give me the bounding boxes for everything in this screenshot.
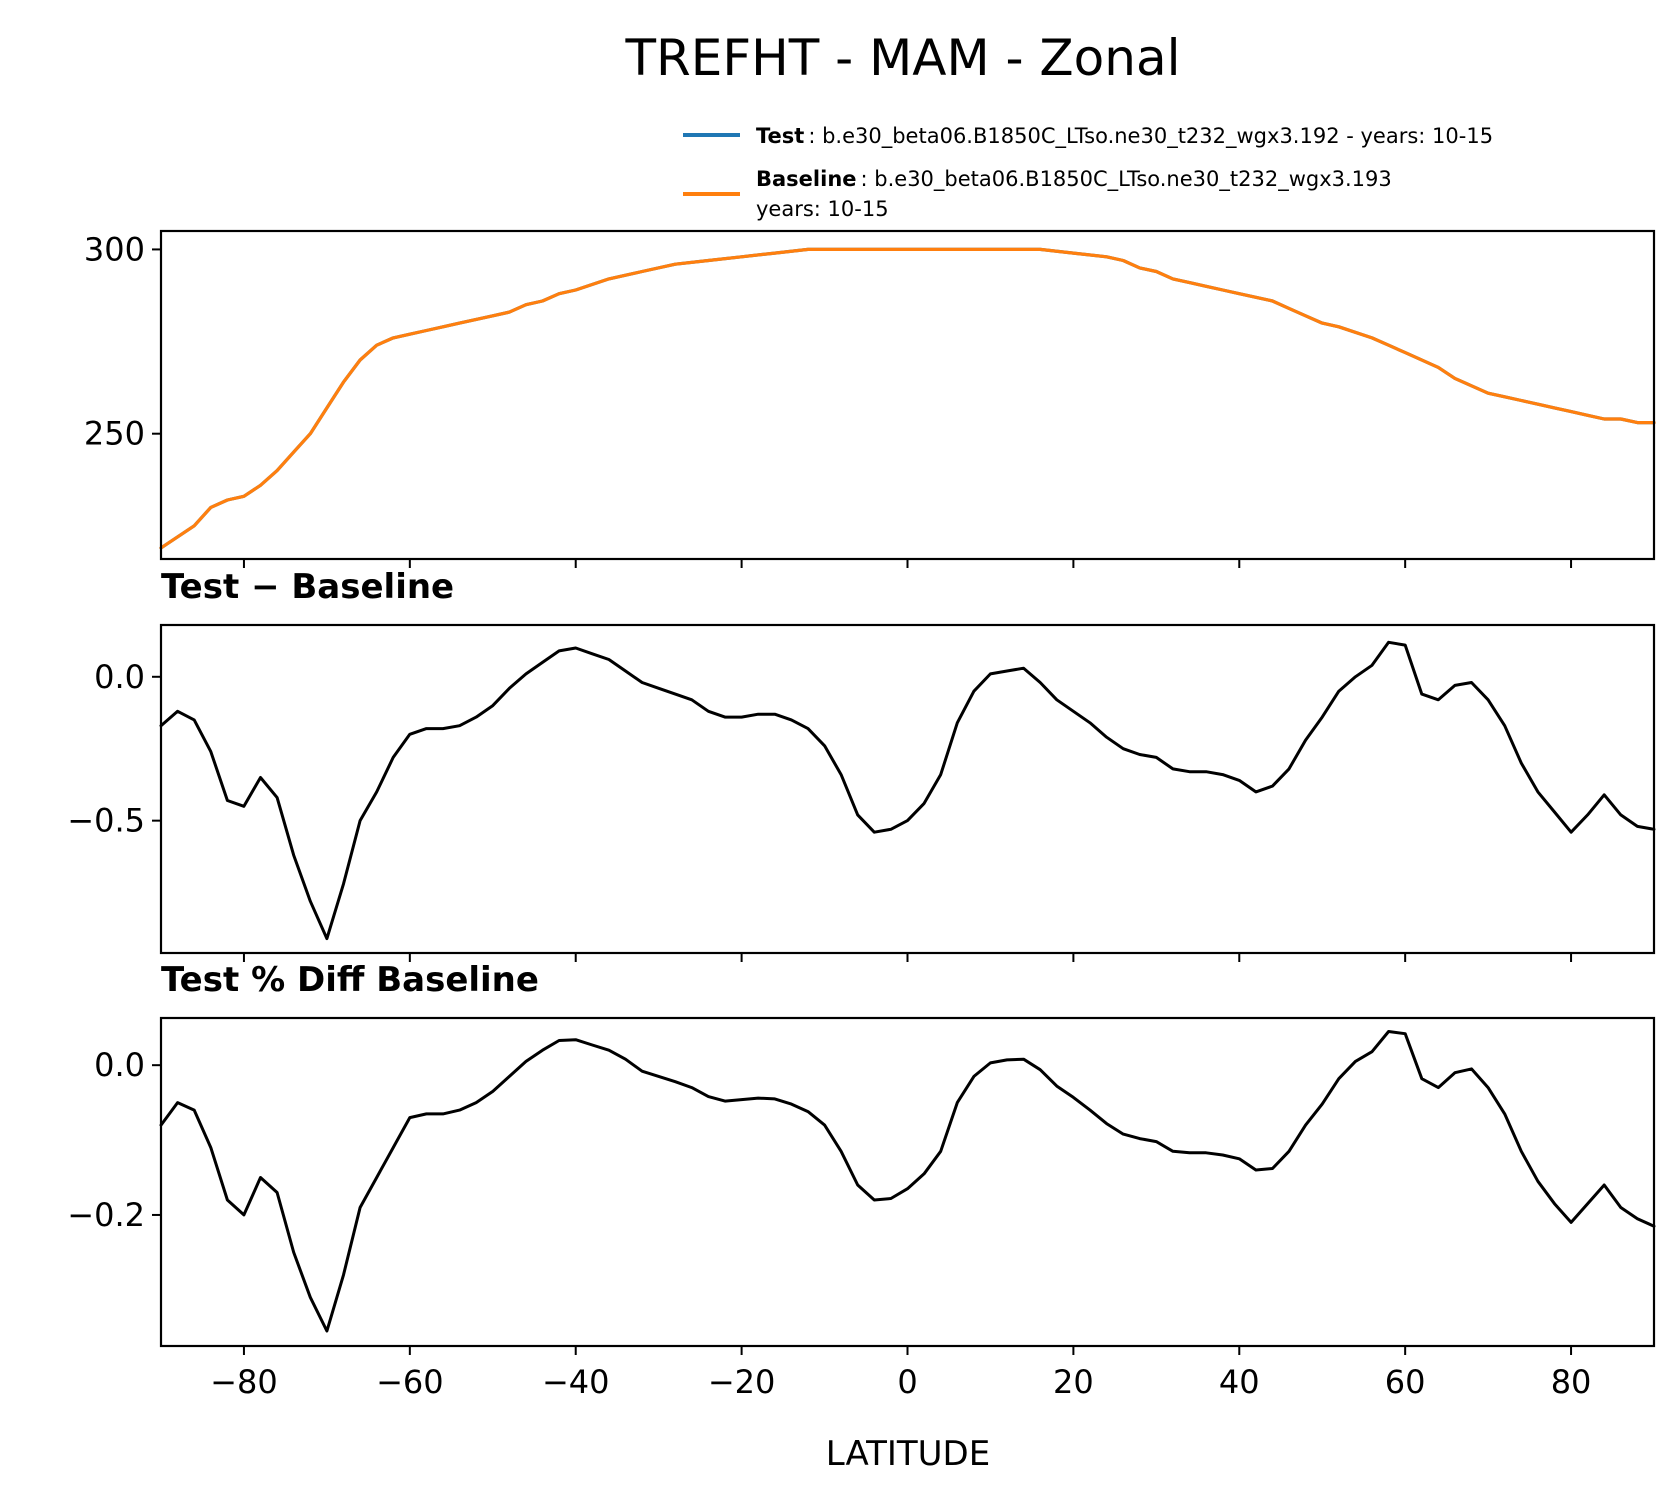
series-line-test-diff-baseline [159,1030,1656,1333]
legend: Test: b.e30_beta06.B1850C_LTso.ne30_t232… [683,124,1493,221]
x-tick-label: 80 [1551,1363,1592,1401]
legend-label-baseline-name: Baseline [756,167,857,191]
legend-label-baseline-years: years: 10-15 [756,197,889,221]
panel-zonal-mean: 250 300 [84,229,1656,568]
x-axis-label: LATITUDE [826,1434,990,1474]
series-line-test-baseline [159,640,1656,941]
test-minus-baseline-ytick-label: −0.5 [67,802,145,840]
x-tick-label: 60 [1385,1363,1426,1401]
series-line-test [159,247,1656,550]
panel-zonal-mean-frame [159,229,1656,561]
panel-test-pct-diff-baseline: Test % Diff Baseline −0.2 0.0 [67,960,1656,1355]
test-pct-diff-baseline-ytick-label: 0.0 [94,1046,145,1084]
panel-zonal-mean-marks: 250 300 [84,230,1656,568]
panel-test-pct-diff-baseline-title: Test % Diff Baseline [161,960,539,1000]
legend-label-baseline: Baseline: b.e30_beta06.B1850C_LTso.ne30_… [756,167,1392,192]
panel-test-minus-baseline-frame [159,623,1656,955]
panel-test-pct-diff-baseline-marks: −0.2 0.0 [67,1030,1656,1355]
x-tick-label: 40 [1219,1363,1260,1401]
panel-test-minus-baseline-title: Test − Baseline [161,567,454,607]
x-tick-label: −60 [376,1363,444,1401]
test-pct-diff-baseline-ytick-label: −0.2 [67,1196,145,1234]
x-tick-label: 20 [1053,1363,1094,1401]
chart-title: TREFHT - MAM - Zonal [625,29,1181,87]
zonal-mean-ytick-label: 300 [84,230,145,268]
series-line-baseline [159,247,1656,550]
legend-label-test-name: Test [756,124,804,148]
x-tick-label: −80 [210,1363,278,1401]
x-tick-label: −40 [542,1363,610,1401]
panel-test-minus-baseline: Test − Baseline −0.5 0.0 [67,567,1656,962]
legend-label-test: Test: b.e30_beta06.B1850C_LTso.ne30_t232… [756,124,1493,149]
x-axis: −80 −60 −40 −20 0 20 40 60 80 [210,1363,1591,1401]
legend-label-test-desc: : b.e30_beta06.B1850C_LTso.ne30_t232_wgx… [808,124,1493,149]
x-tick-label: −20 [708,1363,776,1401]
panel-test-pct-diff-baseline-frame [159,1016,1656,1348]
x-tick-label: 0 [897,1363,917,1401]
legend-label-baseline-desc: : b.e30_beta06.B1850C_LTso.ne30_t232_wgx… [861,167,1392,192]
zonal-mean-ytick-label: 250 [84,415,145,453]
test-minus-baseline-ytick-label: 0.0 [94,658,145,696]
panel-test-minus-baseline-marks: −0.5 0.0 [67,640,1656,962]
